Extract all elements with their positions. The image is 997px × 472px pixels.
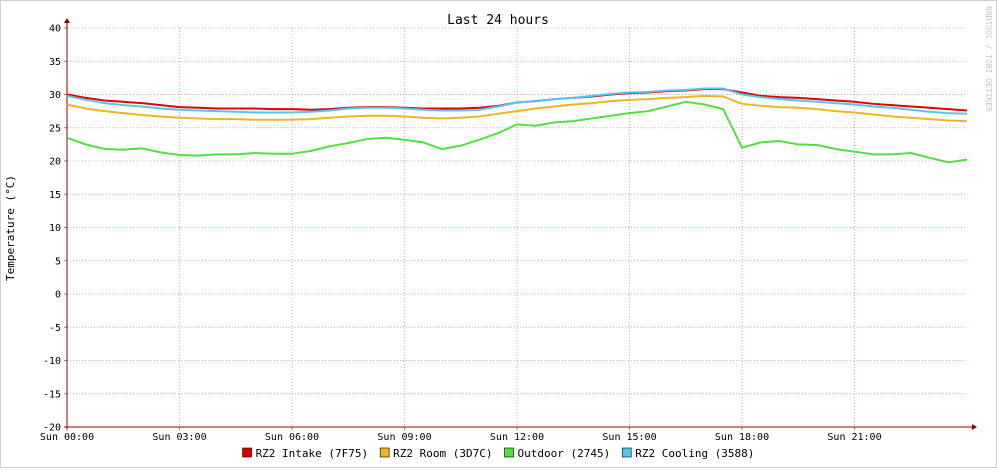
y-tick-label: -15 xyxy=(43,389,61,400)
x-tick-label: Sun 12:00 xyxy=(490,432,544,443)
legend-label: Outdoor (2745) xyxy=(518,447,611,460)
chart-title: Last 24 hours xyxy=(447,13,549,28)
series-line xyxy=(66,100,968,164)
x-tick-label: Sun 06:00 xyxy=(265,432,319,443)
y-tick-label: 20 xyxy=(49,157,61,168)
y-tick-label: 40 xyxy=(49,24,61,35)
legend-label: RZ2 Intake (7F75) xyxy=(256,447,369,460)
x-tick-label: Sun 00:00 xyxy=(40,432,94,443)
x-tick-label: Sun 09:00 xyxy=(377,432,431,443)
series-line xyxy=(66,87,968,115)
axis-arrow xyxy=(64,18,70,23)
series-line xyxy=(66,94,968,123)
legend-label: RZ2 Room (3D7C) xyxy=(393,447,492,460)
legend-swatch xyxy=(621,447,632,458)
legend-swatch xyxy=(379,447,390,458)
y-tick-label: -5 xyxy=(49,323,61,334)
legend-swatch xyxy=(242,447,252,458)
y-tick-label: 15 xyxy=(49,190,61,201)
axis-arrow xyxy=(972,424,977,430)
y-tick-label: 0 xyxy=(55,290,61,301)
legend-label: RZ2 Cooling (3588) xyxy=(635,447,754,460)
y-tick-label: 30 xyxy=(49,90,61,101)
watermark: RRDTOOL / TOBI OETIKER xyxy=(984,6,993,112)
y-tick-label: 25 xyxy=(49,123,61,134)
x-tick-label: Sun 18:00 xyxy=(715,432,769,443)
y-tick-label: 10 xyxy=(49,223,61,234)
y-tick-label: 5 xyxy=(55,256,61,267)
x-tick-label: Sun 03:00 xyxy=(152,432,206,443)
y-tick-label: 35 xyxy=(49,57,61,68)
x-tick-label: Sun 15:00 xyxy=(602,432,656,443)
y-axis-label: Temperature (°C) xyxy=(4,175,17,281)
y-tick-label: -20 xyxy=(43,423,61,434)
legend-swatch xyxy=(504,447,514,458)
legend: RZ2 Intake (7F75) RZ2 Room (3D7C) Outdoor … xyxy=(242,447,754,460)
y-tick-label: -10 xyxy=(43,356,61,367)
x-tick-label: Sun 21:00 xyxy=(827,432,881,443)
